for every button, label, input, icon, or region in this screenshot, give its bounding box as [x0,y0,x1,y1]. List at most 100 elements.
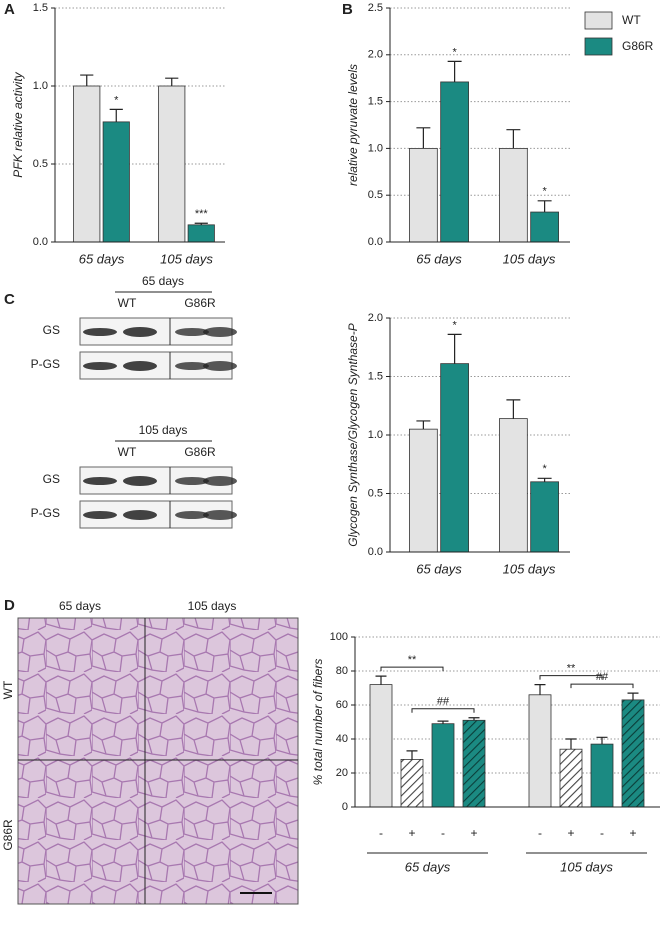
panel-label: A [4,1,15,18]
error-bar [194,222,208,225]
y-tick-label: 1.0 [368,142,383,154]
bar [499,147,528,243]
y-tick-label: 40 [336,733,348,745]
y-axis-label: relative pyruvate levels [346,64,360,186]
row-label: G86R [1,819,15,851]
band [123,361,157,371]
bar [621,699,645,808]
bracket [539,675,603,680]
y-tick-label: 1.5 [368,370,383,382]
row-label: GS [43,323,60,337]
bar [440,81,469,243]
lane-label: WT [118,296,137,310]
band [203,361,237,371]
significance: * [114,94,119,106]
bar [409,428,438,553]
significance: ** [567,663,576,675]
bracket [411,708,475,713]
bar [440,363,469,553]
lane-label: G86R [184,296,216,310]
x-tick-label: + [408,826,415,840]
x-tick-label: + [629,826,636,840]
band [123,476,157,486]
error-bar [406,750,418,760]
column-label: 65 days [59,599,101,613]
bar [528,694,552,808]
bar [530,481,559,553]
y-axis-label: PFK relative activity [11,71,25,177]
y-axis-label: % total number of fibers [311,659,325,786]
x-tick-label: - [538,826,542,840]
y-tick-label: 100 [330,631,348,643]
x-tick-label: + [567,826,574,840]
row-label: P-GS [31,506,60,520]
error-bar [437,720,449,724]
bar [409,147,438,243]
bar [530,211,559,243]
panel-label: C [4,291,15,308]
x-tick-label: 105 days [503,561,556,576]
error-bar [537,477,552,482]
bar [462,719,486,808]
significance: * [452,46,457,58]
y-axis-label: Glycogen Synthase/Glycogen Synthase-P [346,323,360,546]
lane-label: G86R [184,445,216,459]
y-tick-label: 0.5 [368,487,383,499]
band [175,511,209,519]
band [203,510,237,520]
x-tick-label: 105 days [160,251,213,266]
band [203,476,237,486]
row-label: P-GS [31,357,60,371]
significance: * [452,319,457,331]
error-bar [596,736,608,745]
band [83,362,117,370]
histology-image [17,617,299,905]
group-label: 105 days [560,859,613,874]
error-bar [506,399,521,419]
error-bar [375,675,387,685]
x-tick-label: + [470,826,477,840]
significance: ** [408,654,417,666]
lane-label: WT [118,445,137,459]
x-tick-label: - [379,826,383,840]
bar [559,748,583,808]
x-tick-label: 105 days [503,251,556,266]
y-tick-label: 2.0 [368,49,383,61]
band [123,327,157,337]
error-bar [537,200,552,213]
error-bar [506,129,521,149]
legend-swatch [584,37,613,56]
error-bar [534,684,546,695]
error-bar [416,127,431,149]
bar [158,85,186,243]
x-tick-label: 65 days [416,251,462,266]
error-bar [80,74,94,86]
band [83,477,117,485]
band [203,327,237,337]
bar [73,85,101,243]
y-tick-label: 0.0 [368,236,383,248]
bar [590,743,614,808]
y-tick-label: 0.0 [368,546,383,558]
significance: * [542,463,547,475]
bar [102,121,130,243]
group-label: 65 days [405,859,451,874]
significance: ## [437,696,450,708]
x-tick-label: - [441,826,445,840]
y-tick-label: 0.5 [368,189,383,201]
x-tick-label: 65 days [79,251,125,266]
row-label: GS [43,472,60,486]
x-tick-label: - [600,826,604,840]
bar [431,723,455,808]
x-tick-label: 65 days [416,561,462,576]
y-tick-label: 2.5 [368,2,383,14]
error-bar [109,108,123,122]
error-bar [416,420,431,430]
y-tick-label: 1.0 [368,429,383,441]
column-label: 105 days [188,599,237,613]
y-tick-label: 80 [336,665,348,677]
legend-label: G86R [622,39,654,53]
bar [369,684,393,808]
bracket [570,683,634,689]
